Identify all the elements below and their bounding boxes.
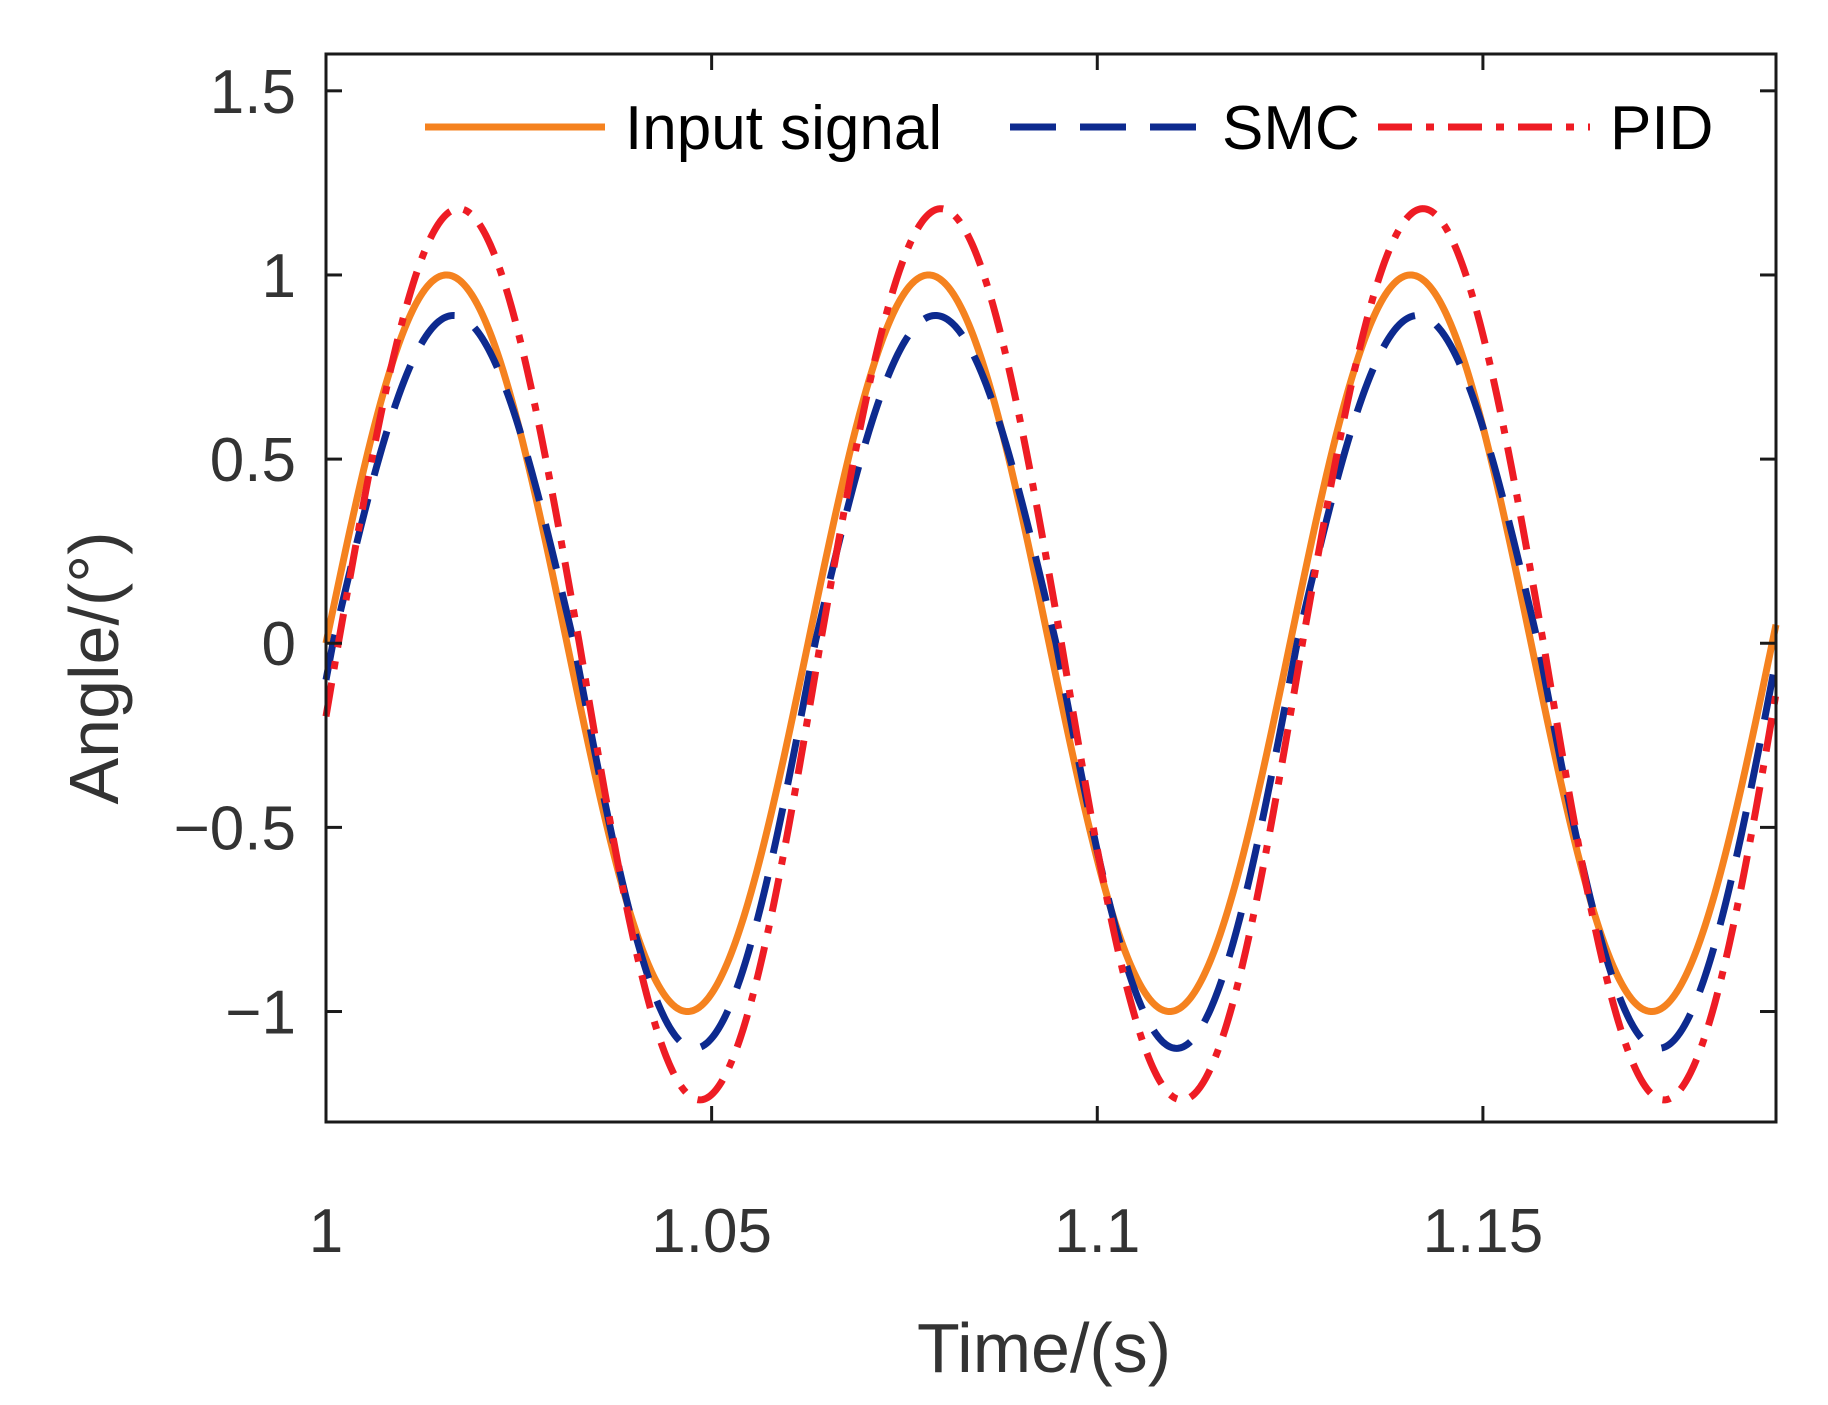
y-tick-label: 0: [262, 610, 296, 679]
legend-label-smc: SMC: [1222, 94, 1360, 163]
legend-label-input-signal: Input signal: [625, 94, 942, 163]
legend-label-pid: PID: [1610, 94, 1713, 163]
plot-frame: [324, 52, 1778, 1124]
y-tick-label: 1: [262, 242, 296, 311]
y-tick-label: −1: [225, 979, 296, 1048]
series-layer: [322, 205, 1780, 1104]
legend: Input signal SMC PID: [425, 94, 1713, 163]
x-tick-label: 1.15: [1423, 1197, 1544, 1266]
x-tick-label: 1: [309, 1197, 343, 1266]
series-line-input-signal: [322, 271, 1780, 1016]
y-axis-title: Angle/(°): [55, 531, 133, 804]
x-axis-title: Time/(s): [917, 1309, 1171, 1387]
series-line-smc: [322, 311, 1780, 1052]
x-tick-label: 1.05: [651, 1197, 772, 1266]
y-tick-label: 1.5: [210, 58, 296, 127]
series-line-pid: [322, 205, 1780, 1104]
y-tick-label: −0.5: [174, 794, 296, 863]
tick-layer: 1 1.05 1.1 1.15 −1 −0.5 0 0.5 1 1.5: [174, 54, 1776, 1266]
y-tick-label: 0.5: [210, 426, 296, 495]
x-tick-label: 1.1: [1054, 1197, 1140, 1266]
